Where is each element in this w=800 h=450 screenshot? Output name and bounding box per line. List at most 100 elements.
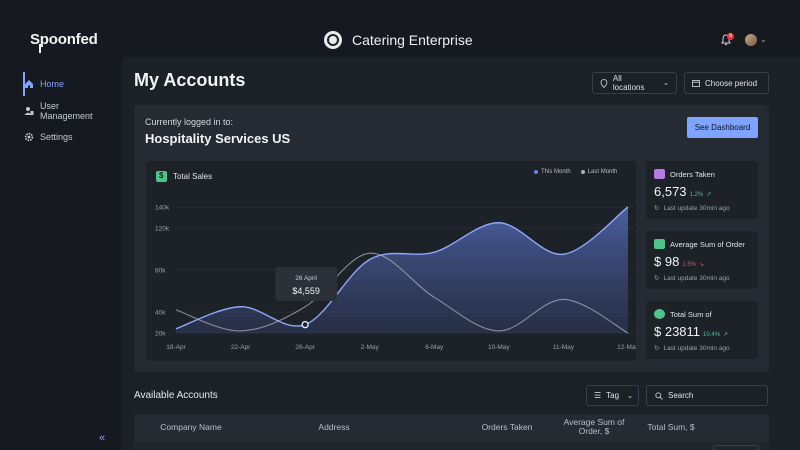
y-tick-label: 80k	[155, 268, 166, 275]
sidebar-item-label: User Management	[40, 101, 93, 121]
app-title-group: Catering Enterprise	[324, 31, 473, 49]
data-point-this-month[interactable]	[174, 327, 178, 331]
refresh-icon: ↻	[654, 345, 660, 352]
available-accounts-title: Available Accounts	[134, 390, 218, 401]
column-header-average-sum[interactable]: Average Sum of Order, $	[563, 417, 625, 436]
calendar-icon	[692, 80, 700, 87]
account-name: Hospitality Services US	[145, 131, 291, 146]
stat-card-orders-taken[interactable]: Orders Taken 6,573 1.2% ↗ ↻ Last update 30m…	[646, 161, 758, 219]
sales-line-chart: 20k 40k 80k 120k 140k 18-Apr 22-Apr 26-Apr 2-May…	[155, 205, 636, 352]
y-tick-label: 20k	[155, 331, 166, 338]
x-tick-label: 11-May	[553, 344, 575, 351]
refresh-icon: ↻	[654, 275, 660, 282]
data-point-this-month[interactable]	[238, 305, 242, 309]
accounts-table-header	[134, 414, 769, 442]
sidebar-item-home[interactable]: Home	[24, 79, 64, 89]
trend-up-icon: ↗	[723, 332, 729, 338]
data-point-last-month[interactable]	[626, 331, 630, 335]
stat-change: 1.5%	[682, 262, 696, 268]
data-point-this-month[interactable]	[368, 257, 372, 261]
data-point-last-month[interactable]	[238, 329, 242, 333]
tag-filter-select[interactable]: ☰ Tag ⌄	[586, 385, 639, 406]
stat-header: Orders Taken	[654, 169, 715, 179]
column-header-address[interactable]: Address	[318, 422, 350, 432]
stat-value-text: $ 23811	[654, 324, 701, 339]
data-point-last-month[interactable]	[368, 251, 372, 255]
collapse-sidebar-icon[interactable]: «	[99, 432, 106, 444]
basket-icon	[654, 169, 665, 179]
trend-down-icon: ↘	[699, 262, 705, 268]
stat-change: 10.4%	[703, 332, 721, 338]
data-point-this-month[interactable]	[626, 205, 630, 209]
legend-item-this-month[interactable]: This Month	[534, 169, 571, 175]
stat-value-text: 6,573	[654, 184, 687, 199]
location-pin-icon	[600, 78, 608, 88]
stat-update: ↻ Last update 30min ago	[654, 344, 730, 353]
data-point-last-month[interactable]	[497, 329, 501, 333]
refresh-icon: ↻	[654, 205, 660, 212]
users-icon	[24, 106, 34, 116]
chart-title: Total Sales	[173, 172, 213, 181]
tooltip-box	[275, 267, 338, 301]
stat-card-total-sum[interactable]: Total Sum of $ 23811 10.4% ↗ ↻ Last update …	[646, 301, 758, 359]
period-select-value: Choose period	[705, 78, 758, 88]
stat-header: Total Sum of	[654, 309, 712, 319]
series-line-this-month	[175, 206, 629, 330]
logo[interactable]: Spoonfed	[30, 31, 98, 48]
tooltip-marker[interactable]	[301, 320, 309, 329]
sidebar-item-user-management[interactable]: User Management	[24, 101, 104, 121]
data-point-last-month[interactable]	[561, 297, 565, 301]
x-tick-label: 26-Apr	[295, 344, 315, 351]
data-point-last-month[interactable]	[303, 305, 307, 309]
coin-icon	[654, 309, 665, 319]
home-icon	[24, 79, 34, 89]
chevron-down-icon: ⌄	[663, 80, 669, 87]
data-point-this-month[interactable]	[497, 221, 501, 225]
y-tick-label: 40k	[155, 310, 166, 317]
chevron-down-icon[interactable]: ⌄	[760, 35, 767, 44]
series-line-last-month	[175, 252, 629, 334]
avatar[interactable]	[745, 34, 757, 46]
x-tick-label: 12-May	[617, 344, 636, 351]
tooltip-value: $4,559	[292, 286, 320, 296]
x-tick-label: 10-May	[488, 344, 510, 351]
data-point-last-month[interactable]	[174, 308, 178, 312]
column-header-total-sum[interactable]: Total Sum, $	[647, 422, 695, 432]
legend-item-last-month[interactable]: Last Month	[580, 169, 617, 175]
logged-in-label: Currently logged in to:	[145, 117, 234, 127]
period-select[interactable]: Choose period	[684, 72, 769, 94]
chart-legend: This Month Last Month	[534, 169, 617, 175]
notification-badge: 9	[727, 33, 734, 40]
row-action-button[interactable]	[713, 445, 759, 450]
top-bar: Spoonfed Catering Enterprise 9 ⌄	[0, 0, 800, 68]
sidebar-item-label: Home	[40, 79, 65, 89]
stat-header: Average Sum of Order	[654, 239, 745, 249]
stat-change: 1.2%	[689, 192, 704, 198]
tooltip-date: 26 April	[295, 275, 317, 282]
logo-spoon-mark	[39, 44, 41, 53]
location-select[interactable]: All locations ⌄	[592, 72, 677, 94]
company-logo-icon	[324, 31, 342, 49]
stat-value: $ 23811 10.4% ↗	[654, 324, 728, 339]
filter-icon: ☰	[594, 391, 602, 400]
data-point-this-month[interactable]	[432, 250, 436, 254]
table-row[interactable]	[134, 442, 769, 450]
sidebar-item-settings[interactable]: Settings	[24, 132, 73, 142]
see-dashboard-button[interactable]: See Dashboard	[687, 117, 758, 138]
stat-update-text: Last update 30min ago	[663, 274, 730, 282]
stat-value: 6,573 1.2% ↗	[654, 184, 711, 199]
stat-card-average-sum[interactable]: Average Sum of Order $ 98 1.5% ↘ ↻ Last upd…	[646, 231, 758, 289]
stat-update: ↻ Last update 30min ago	[654, 204, 730, 213]
x-tick-label: 6-May	[425, 344, 444, 351]
data-point-this-month[interactable]	[561, 252, 565, 256]
column-header-company-name[interactable]: Company Name	[160, 422, 222, 432]
data-point-last-month[interactable]	[432, 295, 436, 299]
search-input[interactable]: Search	[646, 385, 768, 406]
chevron-down-icon: ⌄	[627, 392, 633, 400]
search-icon	[655, 391, 663, 400]
stat-value-text: $ 98	[654, 254, 680, 269]
stat-update: ↻ Last update 30min ago	[654, 274, 730, 283]
search-placeholder: Search	[668, 391, 694, 400]
page-title: My Accounts	[134, 70, 246, 90]
column-header-orders-taken[interactable]: Orders Taken	[481, 422, 533, 432]
